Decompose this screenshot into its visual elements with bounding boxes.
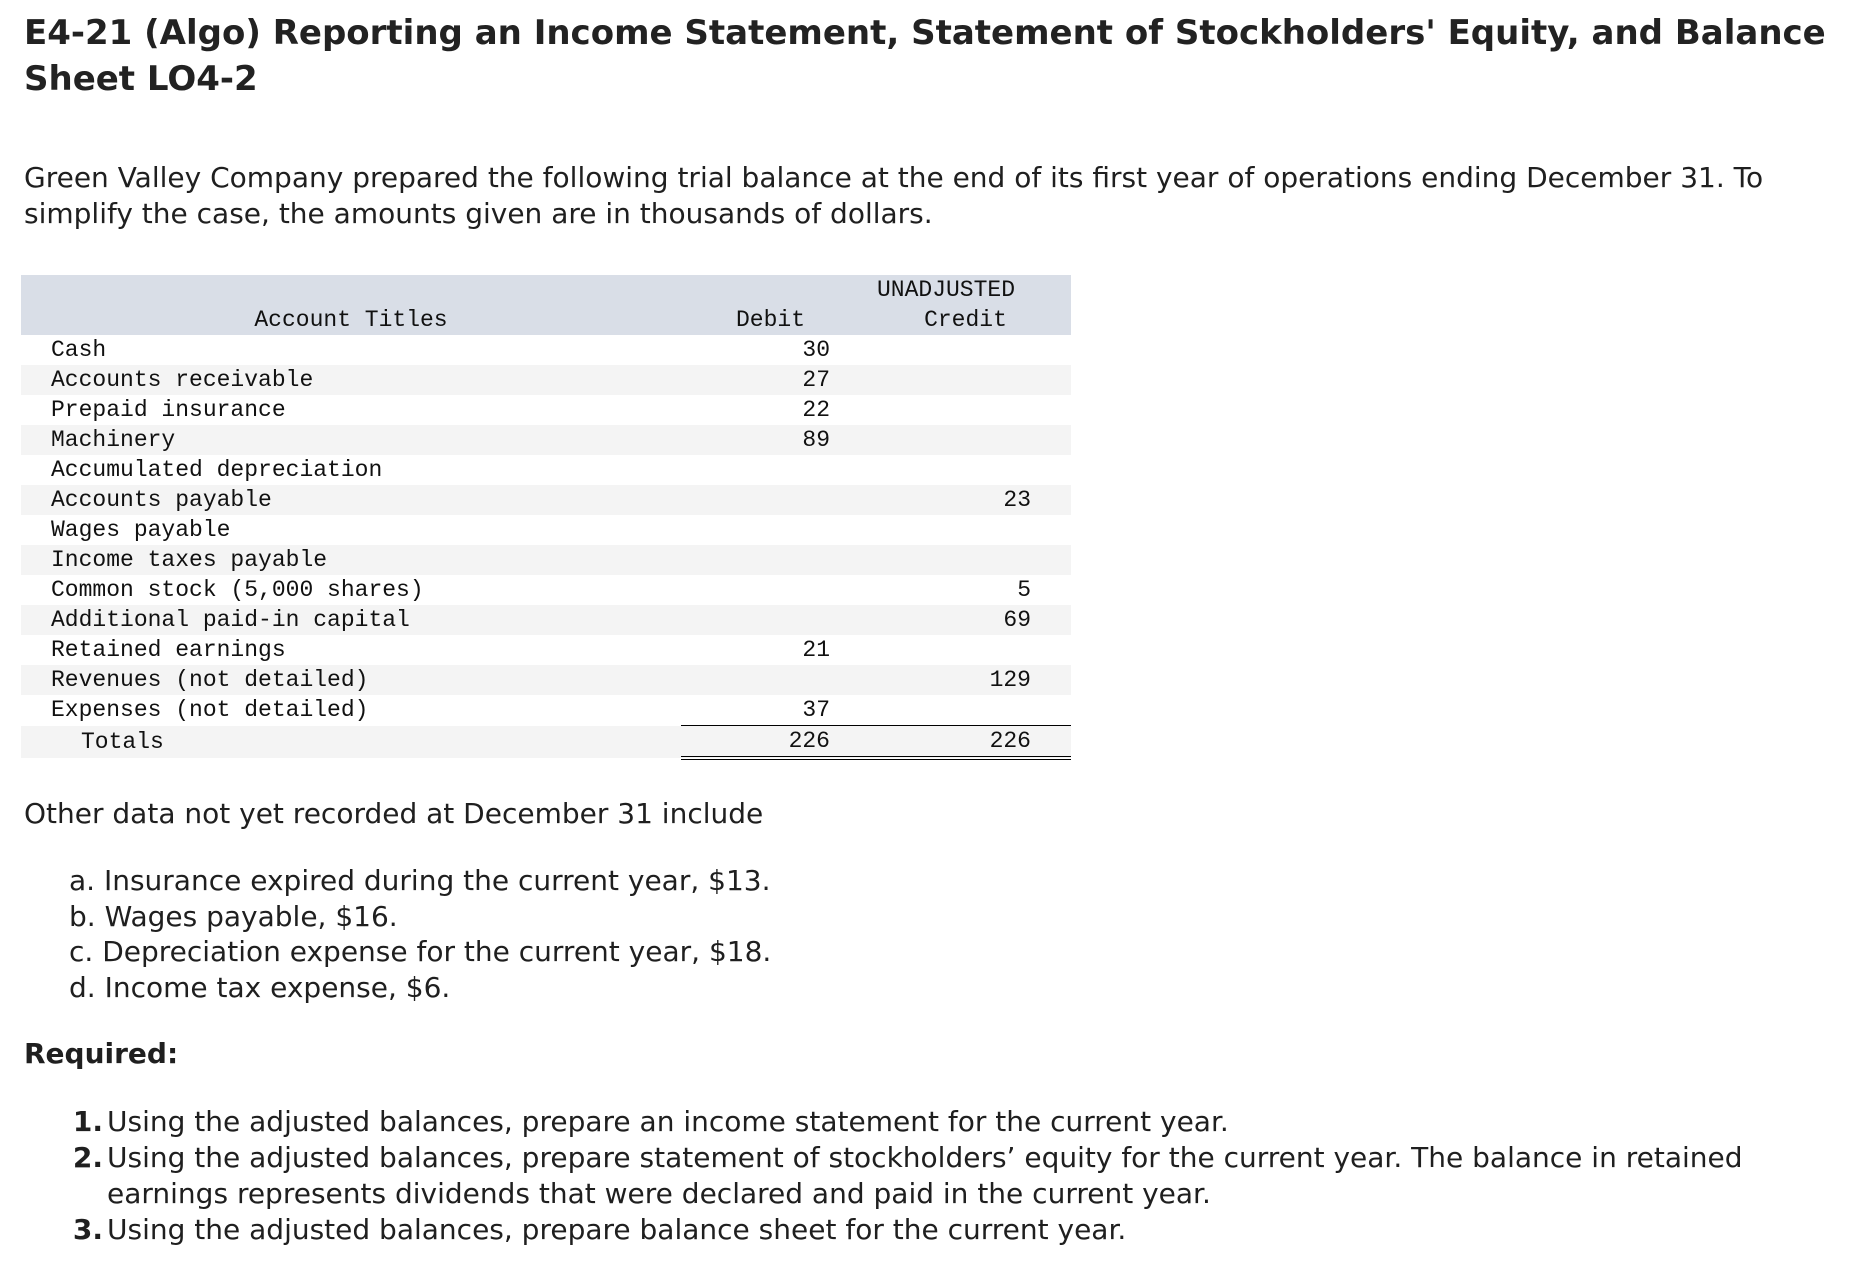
table-body: Cash 30 Accounts receivable 27 Prepaid insur… — [21, 335, 1071, 760]
required-item: 3. Using the adjusted balances, prepare b… — [24, 1212, 1864, 1248]
amount: 30 — [802, 337, 830, 363]
account-title: Accounts receivable — [51, 367, 314, 393]
account-title: Revenues (not detailed) — [51, 667, 369, 693]
other-data-item: c. Depreciation expense for the current … — [69, 935, 772, 968]
other-data-list: a. Insurance expired during the current … — [69, 863, 771, 1005]
table-row: Additional paid-in capital 69 — [21, 605, 1071, 635]
amount — [860, 335, 1071, 365]
amount — [681, 485, 860, 515]
item-text: Using the adjusted balances, prepare an … — [107, 1105, 1229, 1138]
account-title: Machinery — [51, 427, 176, 453]
column-header: Credit — [924, 307, 1007, 333]
table-row: Accounts payable 23 — [21, 485, 1071, 515]
table-row: Retained earnings 21 — [21, 635, 1071, 665]
amount: 69 — [1003, 607, 1031, 633]
title: E4-21 (Algo) Reporting an Income Stateme… — [24, 13, 1826, 99]
item-number: 2. — [72, 1141, 103, 1174]
table-row: Totals 226 226 — [21, 725, 1071, 760]
other-data-item: b. Wages payable, $16. — [69, 899, 398, 933]
item-number: 1. — [72, 1105, 103, 1138]
required-item: 2. Using the adjusted balances, prepare s… — [24, 1140, 1864, 1212]
table-row: Common stock (5,000 shares) 5 — [21, 575, 1071, 605]
amount: 129 — [989, 667, 1031, 693]
amount: 226 — [860, 725, 1071, 760]
account-title: Accounts payable — [51, 487, 272, 513]
intro: Green Valley Company prepared the follow… — [24, 161, 1764, 230]
other-data-item: a. Insurance expired during the current … — [69, 864, 771, 897]
header-row: Account Titles Debit Credit — [21, 305, 1071, 335]
table-row: Prepaid insurance 22 — [21, 395, 1071, 425]
amount — [860, 455, 1071, 485]
required-heading: Required: — [24, 1037, 179, 1070]
account-title: Accumulated depreciation — [51, 457, 383, 483]
amount — [860, 395, 1071, 425]
column-header: Debit — [735, 307, 805, 333]
table-row: Accumulated depreciation — [21, 455, 1071, 485]
table-row: Accounts receivable 27 — [21, 365, 1071, 395]
account-title: Wages payable — [51, 517, 231, 543]
amount: 23 — [1003, 487, 1031, 513]
required-list: 1. Using the adjusted balances, prepare a… — [24, 1104, 1864, 1248]
table-row: Revenues (not detailed) 129 — [21, 665, 1071, 695]
amount — [860, 425, 1071, 455]
item-text: Using the adjusted balances, prepare sta… — [107, 1141, 1743, 1210]
account-title: Totals — [81, 728, 164, 755]
amount — [860, 695, 1071, 726]
account-title: Retained earnings — [51, 637, 286, 663]
required-item: 1. Using the adjusted balances, prepare a… — [24, 1104, 1864, 1140]
amount: 89 — [802, 427, 830, 453]
table-row: Cash 30 — [21, 335, 1071, 365]
account-title: Prepaid insurance — [51, 397, 286, 423]
other-data-item: d. Income tax expense, $6. — [69, 970, 451, 1004]
header-row: UNADJUSTED — [21, 275, 1071, 305]
amount — [860, 635, 1071, 665]
amount — [681, 575, 860, 605]
item-number: 3. — [72, 1213, 103, 1246]
table-row: Wages payable — [21, 515, 1071, 545]
table-row: Expenses (not detailed) 37 — [21, 695, 1071, 726]
table-row: Income taxes payable — [21, 545, 1071, 575]
account-title: Cash — [51, 337, 107, 363]
header-cell — [21, 275, 681, 305]
account-title: Additional paid-in capital — [51, 607, 410, 633]
amount — [681, 515, 860, 545]
amount — [681, 605, 860, 635]
amount — [681, 545, 860, 575]
amount — [860, 515, 1071, 545]
account-title: Expenses (not detailed) — [51, 697, 369, 724]
table-row: Machinery 89 — [21, 425, 1071, 455]
amount — [860, 365, 1071, 395]
item-text: Using the adjusted balances, prepare bal… — [107, 1213, 1127, 1246]
column-header: Account Titles — [254, 307, 448, 333]
amount: 22 — [802, 397, 830, 423]
amount: 37 — [802, 697, 830, 723]
account-title: Income taxes payable — [51, 547, 328, 573]
amount — [860, 545, 1071, 575]
group-header: UNADJUSTED — [876, 277, 1016, 303]
amount — [681, 455, 860, 485]
amount: 27 — [802, 367, 830, 393]
trial-balance: UNADJUSTED Account Titles Debit Credit C… — [21, 275, 1071, 760]
amount: 21 — [802, 637, 830, 663]
amount: 5 — [1017, 577, 1031, 603]
table-header: UNADJUSTED Account Titles Debit Credit — [21, 275, 1071, 335]
account-title: Common stock (5,000 shares) — [51, 577, 424, 603]
amount: 226 — [681, 725, 860, 760]
other-data-heading: Other data not yet recorded at December … — [24, 797, 764, 830]
amount — [681, 665, 860, 695]
